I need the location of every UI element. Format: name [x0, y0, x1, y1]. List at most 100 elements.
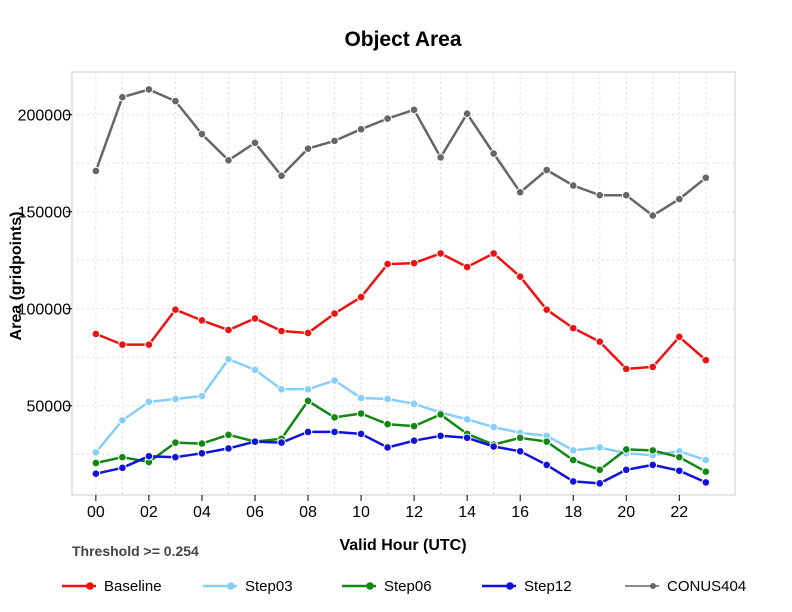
data-point-step06: [515, 433, 525, 443]
data-point-baseline: [648, 362, 658, 372]
series-line-conus404: [94, 88, 707, 217]
y-tick-label: 100000: [18, 302, 71, 319]
data-point-conus404: [701, 173, 711, 183]
data-point-conus404: [118, 92, 127, 102]
data-point-step12: [383, 443, 392, 452]
data-point-step12: [356, 429, 366, 439]
data-point-step12: [303, 427, 313, 437]
legend-item-step06: Step06: [342, 578, 432, 595]
legend-label: Step03: [245, 578, 293, 595]
series-conus404: [91, 85, 711, 220]
data-point-baseline: [383, 259, 392, 269]
data-point-conus404: [462, 109, 472, 119]
data-point-baseline: [356, 292, 366, 302]
data-point-step06: [383, 419, 392, 429]
legend-swatch-point: [86, 582, 94, 590]
data-point-step03: [330, 376, 339, 385]
data-point-step12: [436, 431, 445, 441]
data-point-step12: [648, 460, 658, 470]
data-point-conus404: [277, 171, 286, 181]
data-point-baseline: [91, 329, 101, 339]
x-tick-label: 04: [193, 504, 211, 521]
data-point-conus404: [542, 165, 552, 175]
data-point-conus404: [330, 136, 339, 146]
data-point-baseline: [621, 364, 631, 374]
data-point-step03: [568, 446, 578, 455]
legend-item-step12: Step12: [482, 578, 572, 595]
threshold-note: Threshold >= 0.254: [72, 543, 199, 559]
data-point-step06: [356, 409, 366, 418]
data-point-step12: [277, 438, 286, 447]
data-point-step03: [277, 384, 286, 394]
data-point-step12: [621, 465, 631, 475]
axis-ticks: 00 02 04 06 08 10 12 14 16 18 20 22 50000 100000 15000…: [18, 108, 689, 521]
legend-label: Step06: [384, 578, 432, 595]
data-point-step06: [621, 445, 631, 454]
data-point-step03: [144, 397, 154, 407]
data-point-step03: [91, 448, 101, 457]
data-point-baseline: [144, 340, 154, 349]
legend-label: Baseline: [104, 578, 162, 595]
data-point-step03: [489, 422, 498, 432]
data-point-baseline: [568, 323, 578, 333]
grid-lines: [72, 72, 735, 495]
x-tick-label: 06: [246, 504, 264, 521]
legend-label: Step12: [524, 578, 572, 595]
data-point-step12: [250, 437, 260, 446]
data-point-conus404: [144, 85, 154, 94]
data-point-step12: [489, 442, 498, 451]
data-point-step06: [330, 413, 339, 422]
data-point-step06: [701, 467, 711, 477]
x-tick-label: 14: [458, 504, 476, 521]
data-point-step03: [118, 415, 127, 425]
data-point-conus404: [224, 155, 233, 165]
data-point-baseline: [330, 309, 339, 318]
legend-swatch-point: [227, 582, 235, 590]
series-layer: [91, 85, 711, 488]
data-point-baseline: [118, 340, 127, 349]
data-point-step06: [91, 458, 101, 468]
x-tick-label: 22: [670, 504, 688, 521]
data-point-conus404: [409, 105, 419, 115]
data-point-step12: [171, 452, 180, 462]
data-point-step06: [542, 437, 552, 446]
data-point-step12: [675, 466, 684, 476]
plot-area: [71, 71, 736, 496]
x-tick-label: 10: [352, 504, 370, 521]
data-point-conus404: [197, 129, 207, 139]
data-point-baseline: [595, 337, 605, 347]
y-axis-title: Area (gridpoints): [8, 212, 25, 341]
data-point-step06: [197, 439, 207, 448]
data-point-conus404: [250, 138, 260, 148]
data-point-step12: [91, 469, 101, 478]
series-line-step12: [95, 430, 707, 485]
data-point-step06: [118, 452, 127, 462]
data-point-conus404: [171, 96, 180, 106]
data-point-conus404: [303, 144, 313, 153]
data-point-step12: [144, 451, 154, 461]
data-point-step12: [409, 436, 419, 445]
data-point-step03: [197, 391, 207, 401]
data-point-conus404: [621, 190, 631, 200]
series-line-baseline: [95, 252, 707, 371]
data-point-step12: [568, 477, 578, 486]
data-point-baseline: [542, 305, 552, 314]
data-point-baseline: [515, 272, 525, 282]
data-point-baseline: [701, 355, 711, 365]
data-point-step06: [436, 410, 445, 419]
x-tick-label: 00: [87, 504, 105, 521]
legend: Baseline Step03 Step06 Step12 CONUS404: [62, 578, 746, 595]
data-point-step06: [595, 465, 605, 475]
data-point-conus404: [436, 153, 445, 162]
data-point-baseline: [250, 314, 260, 323]
data-point-baseline: [224, 325, 233, 335]
y-tick-label: 50000: [27, 399, 72, 416]
data-point-step12: [462, 433, 472, 443]
chart-title: Object Area: [344, 28, 461, 51]
legend-swatch-point: [506, 582, 514, 590]
data-point-step03: [595, 443, 605, 452]
data-point-baseline: [197, 316, 207, 325]
legend-item-baseline: Baseline: [62, 578, 162, 595]
data-point-step12: [330, 427, 339, 437]
data-point-step12: [701, 478, 711, 487]
